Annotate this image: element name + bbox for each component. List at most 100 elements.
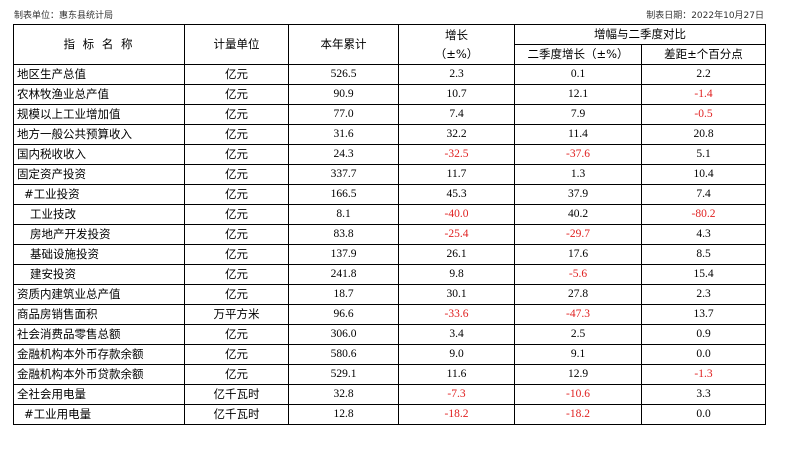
diff-value-cell: 0.0 [641,404,766,425]
growth-value-cell: 26.1 [398,244,515,265]
growth-value-cell: 45.3 [398,184,515,205]
indicator-name-cell: 金融机构本外币贷款余额 [13,364,185,385]
table-row: 国内税收收入 亿元 24.3 -32.5 -37.6 5.1 [13,144,766,165]
indicator-name-cell: 商品房销售面积 [13,304,185,325]
indicator-name-cell: 工业技改 [13,204,185,225]
growth-value-cell: -33.6 [398,304,515,325]
ytd-value-cell: 96.6 [288,304,399,325]
indicator-name-cell: #工业投资 [13,184,185,205]
q2-growth-value-cell: 27.8 [514,284,642,305]
table-row: 资质内建筑业总产值 亿元 18.7 30.1 27.8 2.3 [13,284,766,305]
table-row: 社会消费品零售总额 亿元 306.0 3.4 2.5 0.9 [13,324,766,345]
unit-cell: 亿元 [184,204,289,225]
growth-value-cell: -32.5 [398,144,515,165]
diff-value-cell: 0.0 [641,344,766,365]
table-row: 地方一般公共预算收入 亿元 31.6 32.2 11.4 20.8 [13,124,766,145]
indicator-name-cell: 房地产开发投资 [13,224,185,245]
unit-cell: 亿元 [184,244,289,265]
ytd-value-cell: 306.0 [288,324,399,345]
growth-value-cell: 11.6 [398,364,515,385]
unit-cell: 亿元 [184,264,289,285]
ytd-value-cell: 241.8 [288,264,399,285]
table-row: 规模以上工业增加值 亿元 77.0 7.4 7.9 -0.5 [13,104,766,125]
ytd-value-cell: 90.9 [288,84,399,105]
unit-cell: 亿元 [184,324,289,345]
diff-value-cell: -1.3 [641,364,766,385]
indicator-name-cell: #工业用电量 [13,404,185,425]
growth-value-cell: 2.3 [398,64,515,85]
header-indicator-name: 指 标 名 称 [13,24,185,65]
diff-value-cell: -0.5 [641,104,766,125]
diff-value-cell: 13.7 [641,304,766,325]
diff-value-cell: 8.5 [641,244,766,265]
q2-growth-value-cell: -18.2 [514,404,642,425]
diff-value-cell: 3.3 [641,384,766,405]
header-diff: 差距±个百分点 [641,44,766,65]
ytd-value-cell: 337.7 [288,164,399,185]
growth-value-cell: 10.7 [398,84,515,105]
indicator-name-cell: 全社会用电量 [13,384,185,405]
ytd-value-cell: 529.1 [288,364,399,385]
q2-growth-value-cell: 9.1 [514,344,642,365]
indicator-name-cell: 规模以上工业增加值 [13,104,185,125]
header-growth-unit: （±%） [434,46,479,61]
unit-cell: 亿元 [184,84,289,105]
indicator-name-cell: 固定资产投资 [13,164,185,185]
table-row: 地区生产总值 亿元 526.5 2.3 0.1 2.2 [13,64,766,85]
table-row: 固定资产投资 亿元 337.7 11.7 1.3 10.4 [13,164,766,185]
q2-growth-value-cell: 7.9 [514,104,642,125]
growth-value-cell: -25.4 [398,224,515,245]
ytd-value-cell: 12.8 [288,404,399,425]
ytd-value-cell: 31.6 [288,124,399,145]
q2-growth-value-cell: -5.6 [514,264,642,285]
growth-value-cell: -7.3 [398,384,515,405]
indicator-name-cell: 金融机构本外币存款余额 [13,344,185,365]
q2-growth-value-cell: -47.3 [514,304,642,325]
unit-cell: 亿元 [184,64,289,85]
table-row: #工业投资 亿元 166.5 45.3 37.9 7.4 [13,184,766,205]
ytd-value-cell: 24.3 [288,144,399,165]
indicator-name-cell: 建安投资 [13,264,185,285]
growth-value-cell: 9.0 [398,344,515,365]
ytd-value-cell: 83.8 [288,224,399,245]
table-row: 商品房销售面积 万平方米 96.6 -33.6 -47.3 13.7 [13,304,766,325]
growth-value-cell: 30.1 [398,284,515,305]
q2-growth-value-cell: 17.6 [514,244,642,265]
q2-growth-value-cell: 1.3 [514,164,642,185]
q2-growth-value-cell: -37.6 [514,144,642,165]
table-header: 指 标 名 称 计量单位 本年累计 增长 （±%） 增幅与二季度对比 二季度增长… [13,24,766,65]
q2-growth-value-cell: 40.2 [514,204,642,225]
table-row: 基础设施投资 亿元 137.9 26.1 17.6 8.5 [13,244,766,265]
header-unit: 计量单位 [184,24,289,65]
q2-growth-value-cell: -10.6 [514,384,642,405]
table-unit-label: 制表单位：惠东县统计局 [14,11,114,21]
diff-value-cell: 4.3 [641,224,766,245]
table-row: 金融机构本外币贷款余额 亿元 529.1 11.6 12.9 -1.3 [13,364,766,385]
header-compare-group: 增幅与二季度对比 [514,24,766,45]
q2-growth-value-cell: 37.9 [514,184,642,205]
header-ytd: 本年累计 [288,24,399,65]
table-row: 建安投资 亿元 241.8 9.8 -5.6 15.4 [13,264,766,285]
indicator-name-cell: 农林牧渔业总产值 [13,84,185,105]
indicator-name-cell: 地方一般公共预算收入 [13,124,185,145]
diff-value-cell: 5.1 [641,144,766,165]
ytd-value-cell: 77.0 [288,104,399,125]
growth-value-cell: 32.2 [398,124,515,145]
table-row: 全社会用电量 亿千瓦时 32.8 -7.3 -10.6 3.3 [13,384,766,405]
indicator-name-cell: 社会消费品零售总额 [13,324,185,345]
table-row: #工业用电量 亿千瓦时 12.8 -18.2 -18.2 0.0 [13,404,766,425]
q2-growth-value-cell: 2.5 [514,324,642,345]
unit-cell: 亿元 [184,224,289,245]
growth-value-cell: 9.8 [398,264,515,285]
diff-value-cell: 15.4 [641,264,766,285]
diff-value-cell: 20.8 [641,124,766,145]
unit-cell: 亿元 [184,144,289,165]
diff-value-cell: -1.4 [641,84,766,105]
unit-cell: 万平方米 [184,304,289,325]
unit-cell: 亿元 [184,184,289,205]
diff-value-cell: -80.2 [641,204,766,225]
unit-cell: 亿元 [184,364,289,385]
q2-growth-value-cell: 11.4 [514,124,642,145]
q2-growth-value-cell: -29.7 [514,224,642,245]
header-row-1: 指 标 名 称 计量单位 本年累计 增长 （±%） 增幅与二季度对比 [13,24,766,65]
